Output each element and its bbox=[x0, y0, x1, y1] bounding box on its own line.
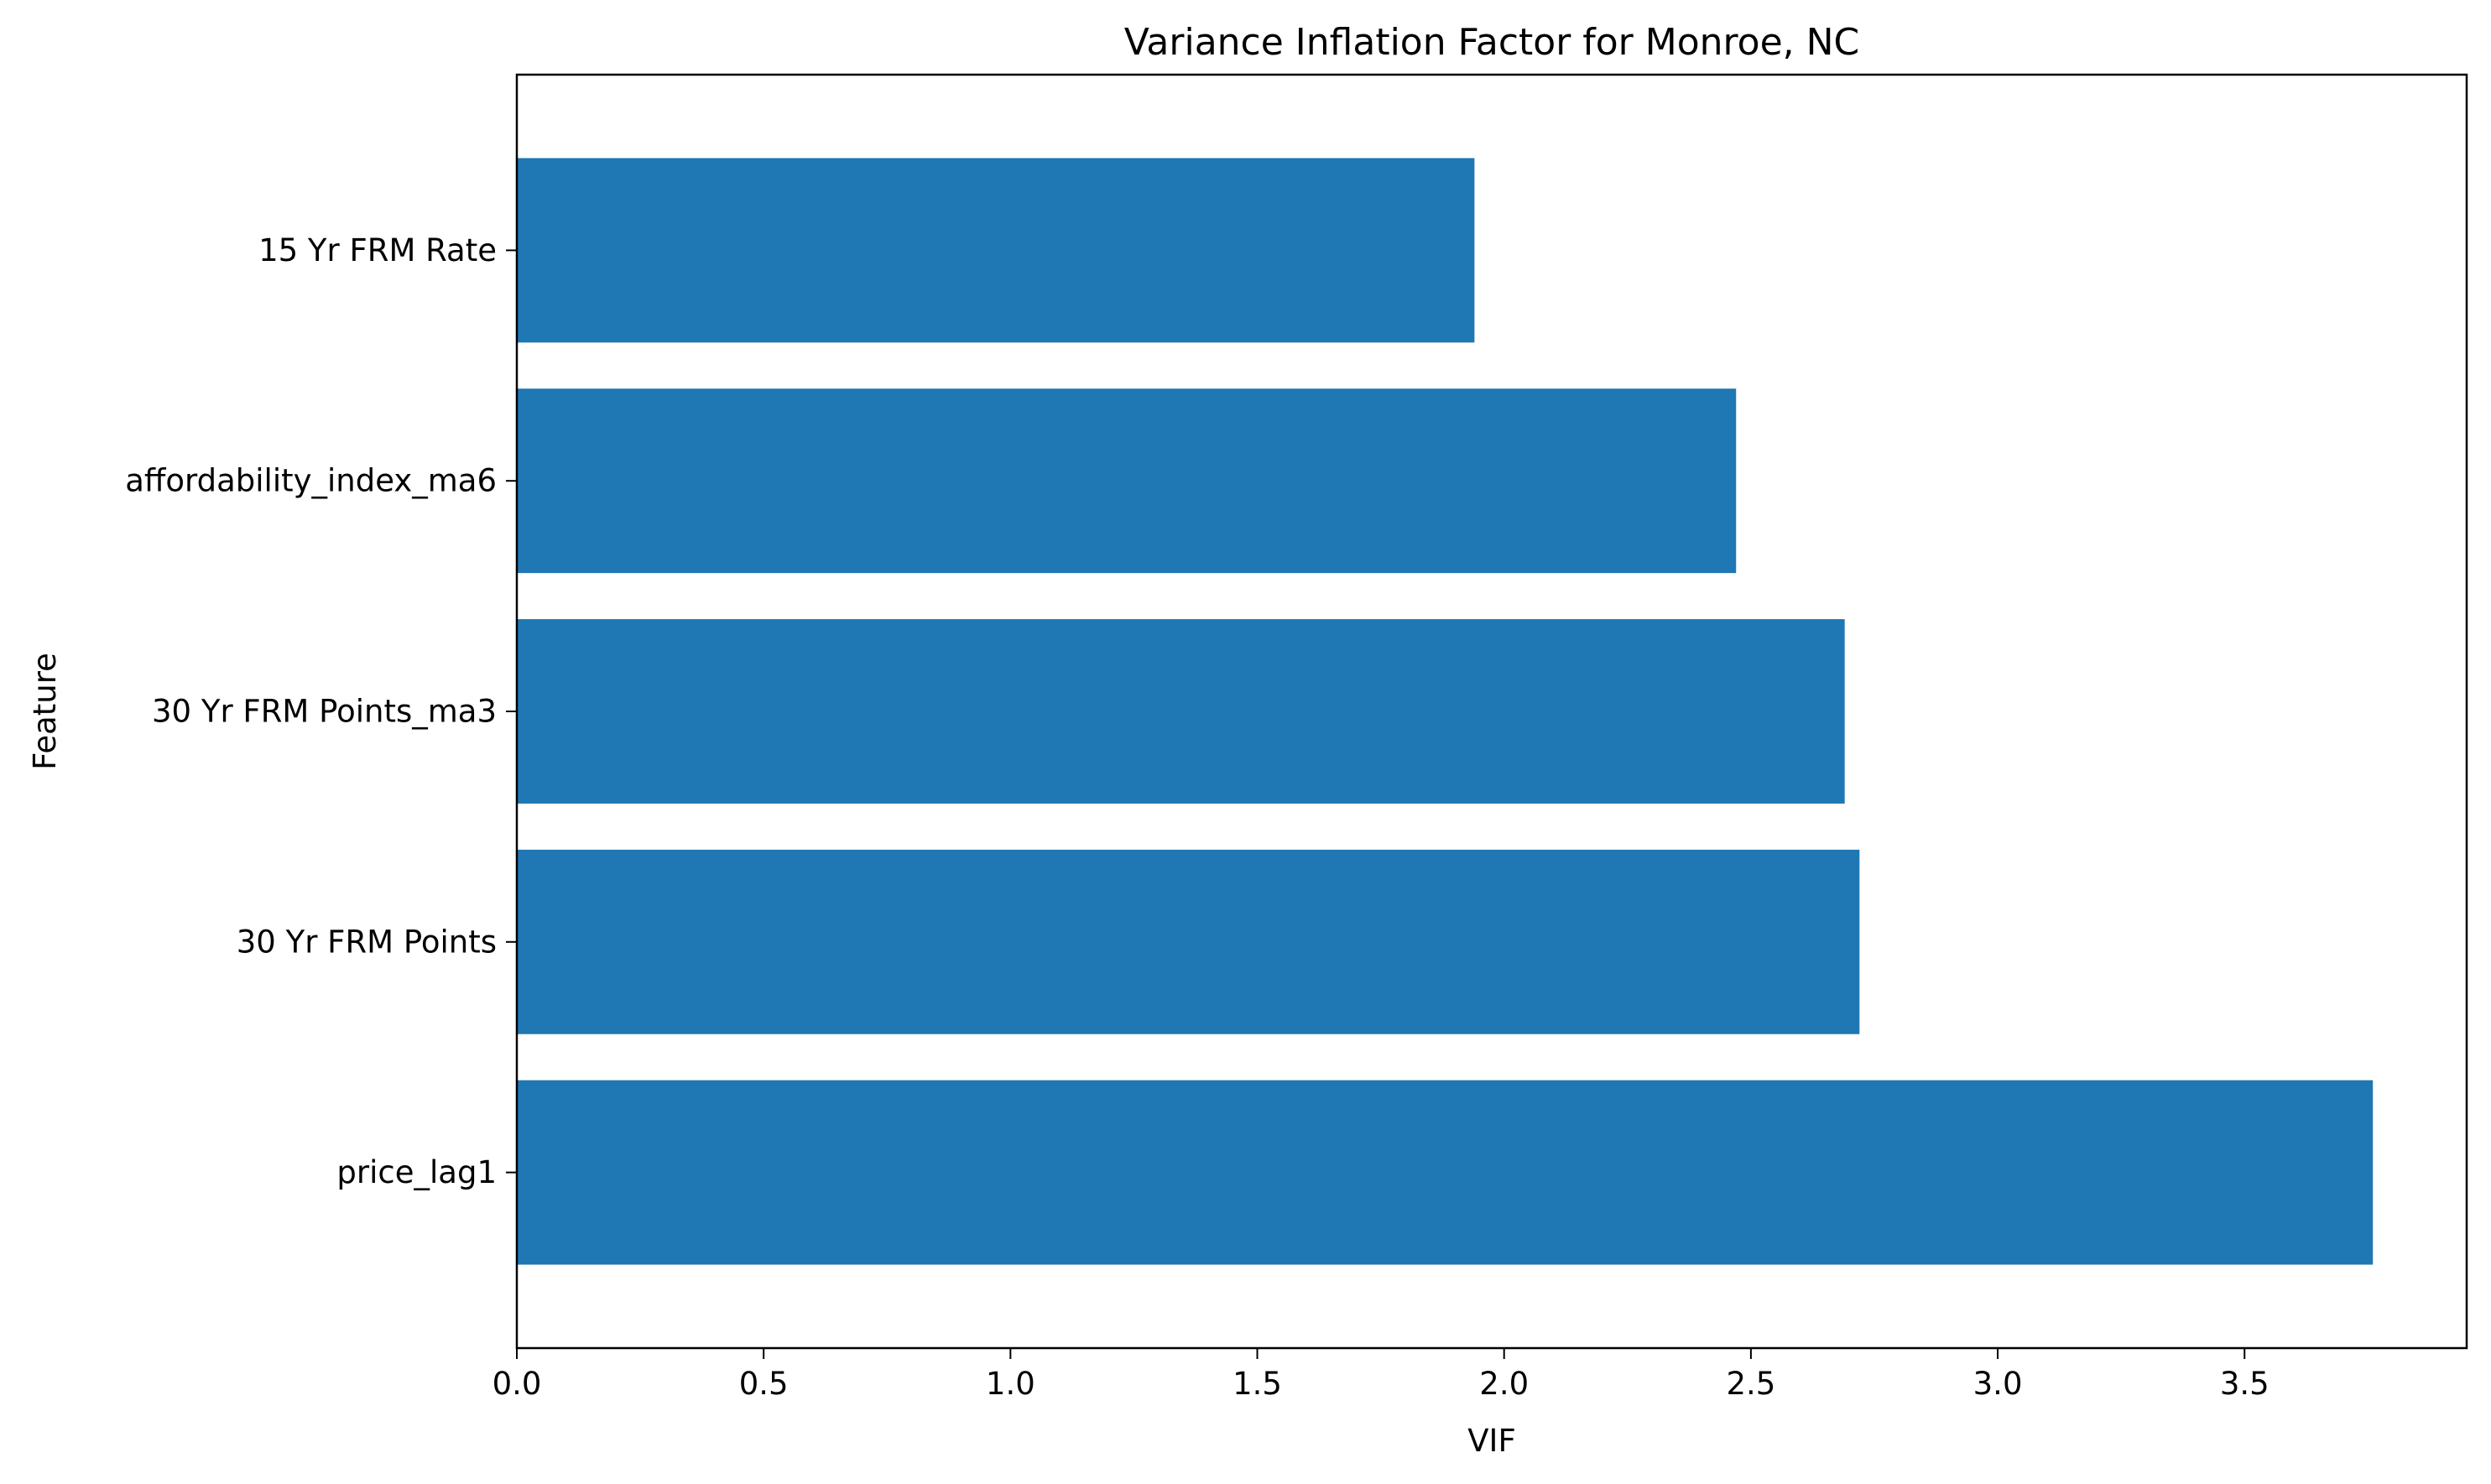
x-tick-label: 1.0 bbox=[986, 1366, 1035, 1402]
x-tick-label: 0.0 bbox=[492, 1366, 542, 1402]
x-axis-label: VIF bbox=[1467, 1423, 1516, 1459]
y-tick-label: price_lag1 bbox=[336, 1154, 497, 1190]
bar bbox=[517, 1080, 2374, 1265]
x-tick-label: 2.5 bbox=[1726, 1366, 1775, 1402]
bar bbox=[517, 849, 1860, 1034]
x-tick-label: 3.5 bbox=[2220, 1366, 2270, 1402]
y-tick-label: affordability_index_ma6 bbox=[125, 463, 497, 499]
x-axis-ticks: 0.0 0.5 1.0 1.5 2.0 2.5 3.0 3.5 bbox=[492, 1348, 2270, 1402]
x-tick-label: 0.5 bbox=[739, 1366, 789, 1402]
chart-title: Variance Inflation Factor for Monroe, NC bbox=[1124, 21, 1860, 64]
bar bbox=[517, 158, 1475, 343]
bar bbox=[517, 619, 1845, 804]
x-tick-label: 1.5 bbox=[1232, 1366, 1282, 1402]
bars-layer bbox=[517, 158, 2374, 1265]
y-axis-label: Feature bbox=[27, 653, 63, 770]
plot-frame bbox=[515, 73, 2468, 1350]
bar bbox=[517, 388, 1737, 574]
y-axis-ticks: 15 Yr FRM Rate affordability_index_ma6 30 … bbox=[125, 232, 517, 1190]
y-tick-label: 30 Yr FRM Points bbox=[237, 924, 497, 960]
x-tick-label: 3.0 bbox=[1973, 1366, 2023, 1402]
x-tick-label: 2.0 bbox=[1479, 1366, 1529, 1402]
y-tick-label: 30 Yr FRM Points_ma3 bbox=[152, 694, 497, 730]
y-tick-label: 15 Yr FRM Rate bbox=[258, 232, 497, 268]
